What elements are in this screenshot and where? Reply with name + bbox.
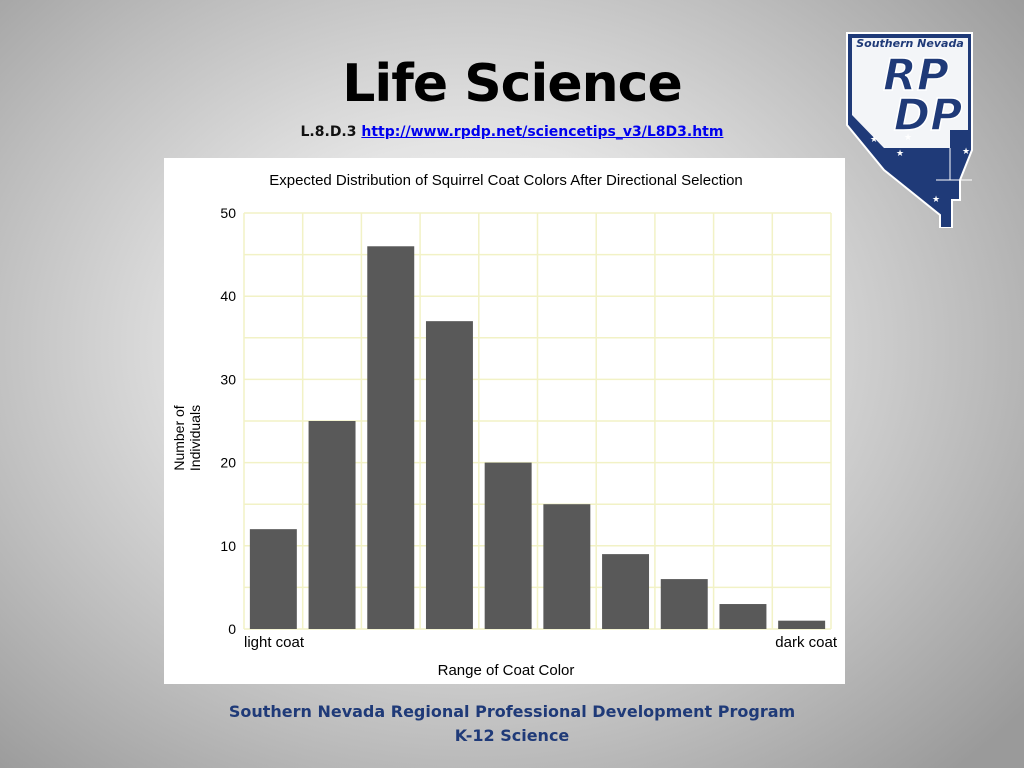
- y-tick-label: 30: [220, 371, 236, 387]
- y-tick-labels: 0 10 20 30 40 50: [220, 205, 236, 637]
- y-axis-label: Number of Individuals: [171, 405, 203, 471]
- footer-program: Southern Nevada Regional Professional De…: [228, 702, 796, 721]
- y-axis-label-line1: Number of: [171, 405, 187, 470]
- y-tick-label: 0: [228, 621, 236, 637]
- chart-panel: 0 10 20 30 40 50 Expected Distribution of Squ…: [164, 158, 845, 684]
- bar: [425, 321, 473, 629]
- logo-star-4: ★: [962, 147, 970, 157]
- y-tick-label: 20: [220, 455, 236, 471]
- chart-grid: [243, 212, 832, 630]
- slide-title: Life Science: [342, 54, 682, 114]
- bar: [778, 620, 826, 629]
- bar: [484, 462, 532, 629]
- chart-bars: [249, 246, 826, 629]
- standard-code: L.8.D.3: [300, 124, 357, 140]
- footer-subject: K-12 Science: [454, 726, 570, 745]
- bar: [719, 604, 767, 629]
- logo-star-5: ★: [932, 195, 940, 205]
- slide-subtitle: L.8.D.3 http://www.rpdp.net/sciencetips_…: [0, 124, 1024, 140]
- logo-star-3: ★: [896, 149, 904, 159]
- y-tick-label: 10: [220, 538, 236, 554]
- logo-white-panel: [852, 38, 968, 148]
- logo-rp-text: RP: [883, 50, 949, 101]
- chart-title: Expected Distribution of Squirrel Coat C…: [269, 172, 743, 189]
- logo-star-2: ★: [904, 133, 912, 143]
- y-axis-label-line2: Individuals: [187, 405, 203, 471]
- bar: [660, 579, 708, 629]
- bar: [602, 554, 650, 629]
- x-label-start: light coat: [244, 634, 305, 651]
- y-tick-label: 40: [220, 288, 236, 304]
- x-label-end: dark coat: [775, 634, 838, 651]
- bar: [367, 246, 415, 629]
- x-axis-label: Range of Coat Color: [438, 662, 575, 679]
- bar: [308, 421, 356, 629]
- logo-star-1: ★: [870, 135, 878, 145]
- y-tick-label: 50: [220, 205, 236, 221]
- bar: [249, 529, 297, 629]
- reference-link[interactable]: http://www.rpdp.net/sciencetips_v3/L8D3.…: [361, 124, 724, 140]
- chart: 0 10 20 30 40 50 Expected Distribution of Squ…: [171, 172, 838, 679]
- bar: [543, 504, 591, 629]
- logo-dp-text: DP: [894, 90, 963, 141]
- rpdp-logo: Southern Nevada RP DP ★ ★ ★ ★ ★: [846, 32, 973, 228]
- logo-region-text: Southern Nevada: [856, 37, 964, 50]
